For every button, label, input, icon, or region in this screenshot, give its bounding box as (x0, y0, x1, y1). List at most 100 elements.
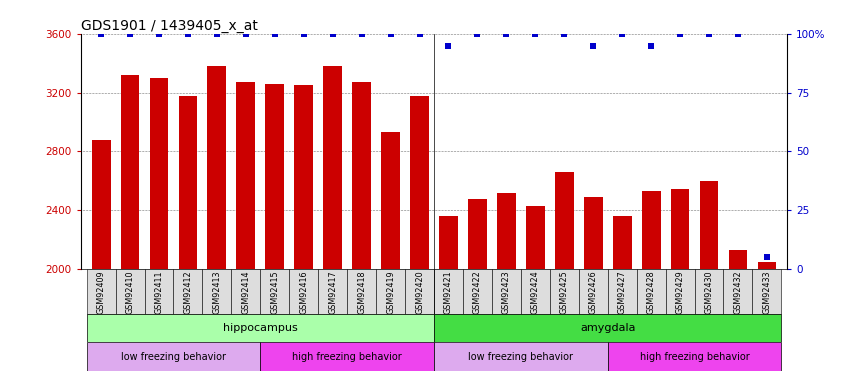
Text: low freezing behavior: low freezing behavior (121, 352, 226, 362)
Point (239, 31, 253, 37)
Bar (584, 197, 603, 269)
Point (557, 31, 571, 37)
Text: GSM92432: GSM92432 (734, 270, 742, 314)
Point (615, 31, 629, 37)
Point (471, 31, 484, 37)
Text: GSM92417: GSM92417 (328, 270, 337, 314)
Text: GSM92433: GSM92433 (762, 270, 771, 314)
Point (760, 255, 774, 261)
Bar (405, 269, 434, 314)
Text: GSM92428: GSM92428 (647, 270, 655, 314)
Point (123, 31, 137, 37)
Bar (757, 262, 776, 269)
Point (326, 31, 340, 37)
Bar (203, 269, 231, 314)
Text: low freezing behavior: low freezing behavior (468, 352, 574, 362)
Text: GSM92420: GSM92420 (415, 270, 424, 314)
Point (181, 31, 195, 37)
Bar (174, 269, 203, 314)
Bar (237, 82, 255, 269)
Bar (497, 193, 516, 269)
Point (500, 31, 513, 37)
Point (413, 31, 426, 37)
Text: GSM92429: GSM92429 (676, 270, 684, 314)
Text: GSM92422: GSM92422 (473, 270, 482, 314)
Bar (208, 66, 226, 269)
Bar (121, 75, 140, 269)
Bar (116, 269, 145, 314)
Bar (723, 269, 752, 314)
Bar (463, 269, 492, 314)
Bar (521, 269, 550, 314)
Bar (231, 269, 260, 314)
Text: high freezing behavior: high freezing behavior (640, 352, 750, 362)
Bar (323, 66, 342, 269)
Bar (294, 85, 313, 269)
Bar (92, 140, 111, 269)
Text: GSM92425: GSM92425 (560, 270, 568, 314)
Bar (381, 132, 400, 269)
Bar (579, 269, 608, 314)
Text: GDS1901 / 1439405_x_at: GDS1901 / 1439405_x_at (81, 19, 258, 33)
Bar (145, 269, 174, 314)
Point (442, 42, 455, 48)
Text: high freezing behavior: high freezing behavior (292, 352, 402, 362)
Bar (555, 172, 574, 269)
Bar (410, 96, 429, 269)
Bar (150, 78, 168, 269)
Bar (434, 342, 608, 371)
Text: GSM92426: GSM92426 (589, 270, 597, 314)
Bar (289, 269, 318, 314)
Point (586, 42, 600, 48)
Bar (752, 269, 781, 314)
Bar (694, 269, 723, 314)
Point (268, 31, 282, 37)
Bar (526, 206, 545, 269)
Text: GSM92418: GSM92418 (357, 270, 366, 314)
Bar (608, 342, 781, 371)
Bar (260, 342, 434, 371)
Bar (87, 269, 116, 314)
Bar (637, 269, 665, 314)
Bar (87, 342, 260, 371)
Bar (434, 314, 781, 342)
Bar (318, 269, 347, 314)
Bar (179, 96, 197, 269)
Point (210, 31, 224, 37)
Bar (352, 82, 371, 269)
Text: GSM92409: GSM92409 (97, 270, 106, 314)
Point (355, 31, 368, 37)
Text: hippocampus: hippocampus (223, 323, 298, 333)
Bar (642, 191, 660, 269)
Point (297, 31, 311, 37)
Bar (608, 269, 637, 314)
Point (702, 31, 716, 37)
Text: GSM92421: GSM92421 (444, 270, 453, 314)
Text: GSM92430: GSM92430 (705, 270, 713, 314)
Text: amygdala: amygdala (580, 323, 636, 333)
Text: GSM92416: GSM92416 (300, 270, 308, 314)
Text: GSM92410: GSM92410 (126, 270, 134, 314)
Bar (434, 269, 463, 314)
Point (384, 31, 397, 37)
Text: GSM92411: GSM92411 (155, 270, 163, 314)
Bar (700, 181, 718, 269)
Point (152, 31, 166, 37)
Text: GSM92412: GSM92412 (184, 270, 192, 314)
Text: GSM92424: GSM92424 (531, 270, 540, 314)
Text: GSM92423: GSM92423 (502, 270, 511, 314)
Bar (347, 269, 376, 314)
Bar (671, 189, 689, 269)
Text: GSM92419: GSM92419 (386, 270, 395, 314)
Bar (439, 216, 458, 269)
Point (731, 31, 745, 37)
Bar (728, 250, 747, 269)
Point (528, 31, 542, 37)
Text: GSM92414: GSM92414 (242, 270, 250, 314)
Text: GSM92413: GSM92413 (213, 270, 221, 314)
Text: GSM92415: GSM92415 (271, 270, 279, 314)
Bar (492, 269, 521, 314)
Bar (376, 269, 405, 314)
Point (673, 31, 687, 37)
Bar (266, 84, 284, 269)
